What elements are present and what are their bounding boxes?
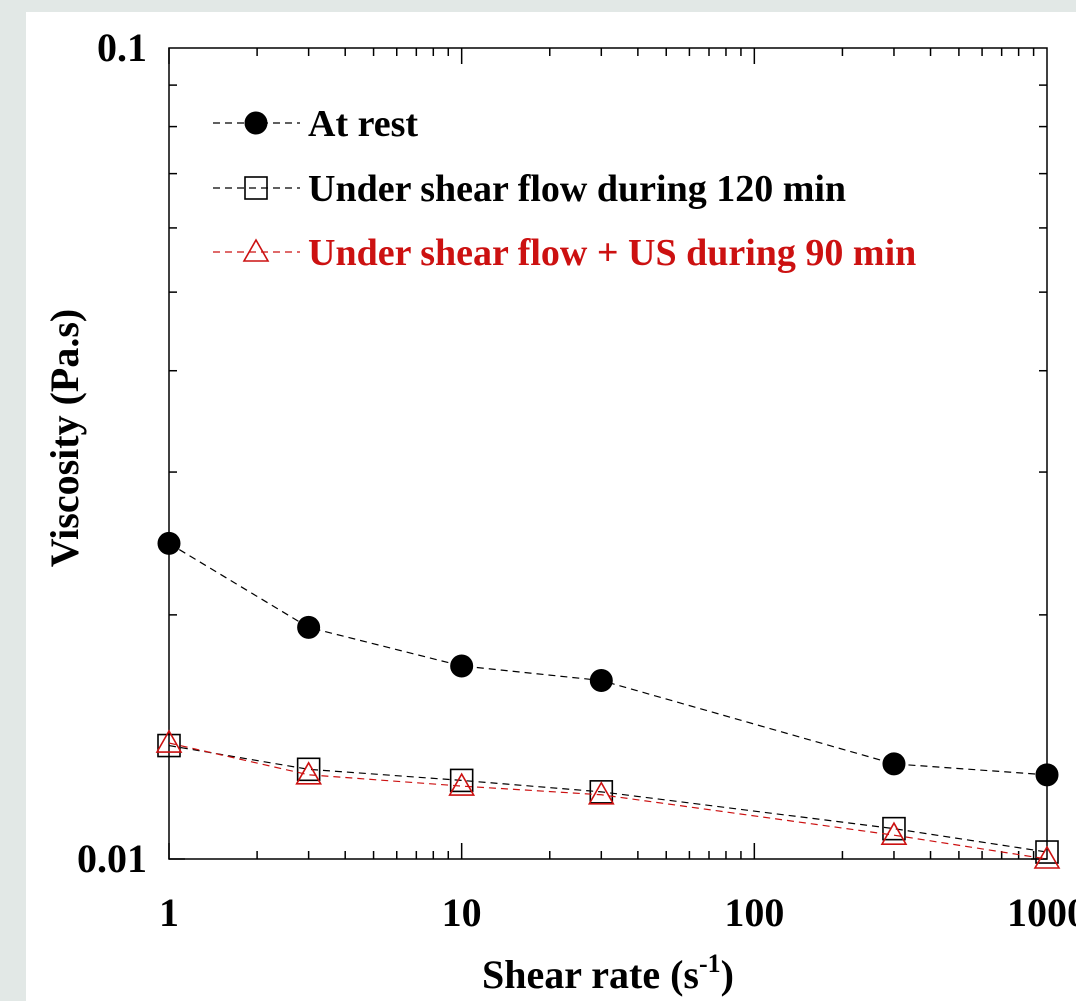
minor-ticks <box>169 48 1047 859</box>
x-tick-label: 1 <box>159 890 179 935</box>
data-point <box>882 752 906 776</box>
series-line <box>168 744 1048 853</box>
data-point <box>589 780 614 804</box>
series-3 <box>155 729 1061 869</box>
data-point <box>1033 845 1061 869</box>
legend: At rest Under shear flow during 120 min Un… <box>213 103 916 274</box>
legend-marker <box>244 176 268 200</box>
data-point <box>295 761 323 785</box>
y-tick-label: 0.1 <box>97 25 147 70</box>
data-point <box>155 729 183 753</box>
data-point <box>1035 763 1059 787</box>
x-axis-title: Shear rate (s-1) <box>482 949 734 997</box>
x-axis-title-main: Shear rate (s <box>482 952 699 997</box>
series-2 <box>157 733 1059 864</box>
x-tick-label: 10 <box>442 890 482 935</box>
data-point <box>880 821 908 845</box>
plot-frame <box>168 47 1048 860</box>
data-point <box>882 816 906 841</box>
legend-item: Under shear flow during 120 min <box>213 168 846 210</box>
series-layer <box>155 531 1061 869</box>
series-1 <box>157 531 1059 787</box>
data-point <box>587 781 615 805</box>
data-point <box>157 733 181 758</box>
legend-item: At rest <box>213 103 418 145</box>
legend-label: Under shear flow + US during 90 min <box>308 232 916 274</box>
legend-item: Under shear flow + US during 90 min <box>213 232 916 274</box>
y-tick-labels: 0.01 0.1 <box>77 25 147 881</box>
x-axis-title-superscript: -1 <box>699 949 721 978</box>
data-point <box>589 668 613 692</box>
data-point <box>157 531 181 555</box>
x-tick-label: 100 <box>724 890 784 935</box>
x-axis-title-close: ) <box>721 952 734 997</box>
legend-label: Under shear flow during 120 min <box>308 168 846 210</box>
data-point <box>297 615 321 639</box>
series-line <box>168 542 1048 776</box>
legend-marker <box>244 111 268 135</box>
y-tick-label: 0.01 <box>77 836 147 881</box>
data-point <box>1035 840 1059 864</box>
y-axis-title: Viscosity (Pa.s) <box>42 309 87 567</box>
data-point <box>448 772 476 796</box>
data-point <box>296 757 321 782</box>
legend-label: At rest <box>308 103 418 145</box>
data-point <box>450 654 474 678</box>
series-line <box>168 742 1048 860</box>
legend-marker <box>242 238 270 262</box>
data-point <box>449 768 474 793</box>
